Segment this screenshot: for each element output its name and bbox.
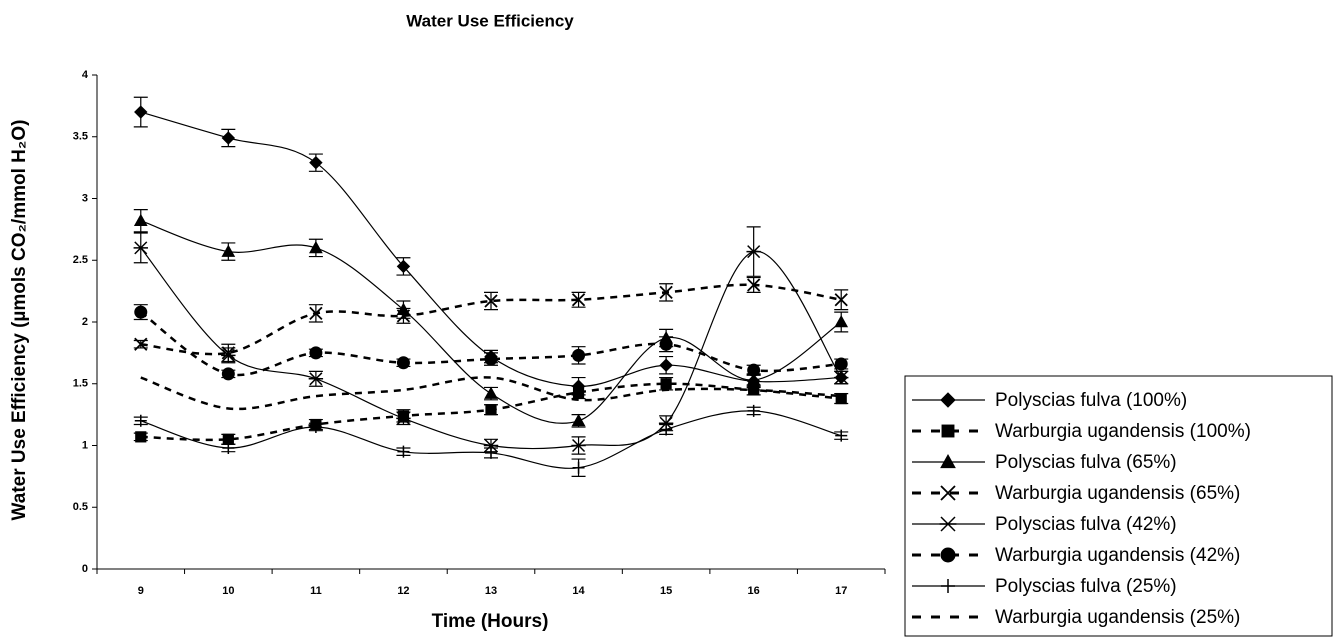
y-tick-label: 1 [82,439,88,451]
marker [658,416,674,430]
legend-label: Warburgia ugandensis (100%) [995,421,1251,442]
marker [134,105,148,119]
marker [835,429,848,442]
legend-label: Polyscias fulva (100%) [995,390,1187,411]
marker [941,424,955,438]
marker [221,244,236,257]
y-tick-label: 2.5 [73,254,88,266]
marker [834,314,849,328]
y-tick-label: 2 [82,316,88,328]
marker [396,259,411,274]
y-tick-label: 0.5 [73,501,88,513]
marker [484,294,498,308]
marker [940,485,956,501]
y-tick-label: 1.5 [73,378,88,390]
x-tick-label: 17 [835,585,847,597]
marker [834,371,849,385]
marker [396,309,411,323]
legend-label: Polyscias fulva (65%) [995,452,1177,473]
marker [308,372,324,386]
marker [659,337,673,351]
x-tick-label: 9 [138,585,144,597]
marker [572,461,585,474]
marker [133,213,148,227]
marker [940,547,956,563]
marker [660,423,673,436]
marker [746,373,761,386]
x-tick-label: 15 [660,585,672,597]
marker [747,278,761,292]
legend-label: Polyscias fulva (42%) [995,514,1177,535]
marker [572,386,585,398]
x-axis-title: Time (Hours) [432,611,549,632]
chart-title: Water Use Efficiency [406,11,574,30]
marker [939,516,957,532]
x-tick-label: 16 [748,585,760,597]
marker [309,306,323,320]
x-tick-label: 10 [222,585,234,597]
series-line [140,111,842,387]
marker [309,346,323,360]
marker [746,245,761,259]
marker [134,414,147,427]
marker [571,438,586,453]
marker [747,404,760,417]
marker [309,155,323,170]
marker [940,453,956,469]
marker [485,446,497,459]
marker [134,305,148,319]
marker [309,420,322,433]
x-tick-label: 14 [572,585,585,597]
marker [396,356,410,370]
legend-label: Polyscias fulva (25%) [995,576,1177,597]
marker [940,392,956,408]
marker [660,378,672,390]
marker [221,348,236,362]
y-axis-title: Water Use Efficiency (µmols CO₂/mmol H₂O… [9,120,30,521]
x-tick-label: 13 [485,585,497,597]
legend-label: Warburgia ugandensis (25%) [995,607,1240,628]
x-tick-label: 11 [310,585,322,597]
marker [659,285,673,299]
marker [133,241,148,255]
marker [571,413,586,427]
marker [834,357,848,371]
y-tick-label: 3.5 [73,131,88,143]
y-tick-label: 3 [82,192,88,204]
marker [484,352,498,366]
series-line [140,247,842,450]
marker [134,337,148,351]
legend-label: Warburgia ugandensis (42%) [995,545,1240,566]
marker [834,293,848,307]
marker [572,348,586,362]
x-tick-label: 12 [397,585,409,597]
marker [222,441,235,454]
marker [135,431,147,443]
marker [941,579,955,593]
legend-label: Warburgia ugandensis (65%) [995,483,1240,504]
y-tick-label: 0 [82,563,88,575]
marker [221,367,235,381]
marker [747,363,761,377]
legend-box [904,375,1333,637]
marker [485,404,497,416]
series-line [140,311,842,377]
marker [309,240,323,254]
series-line [140,376,842,411]
y-tick-label: 4 [82,69,89,81]
marker [397,445,410,458]
marker [396,411,411,425]
marker [484,386,498,399]
marker [571,293,586,307]
marker [221,131,236,145]
marker [483,438,499,453]
marker [835,392,847,405]
marker [659,358,673,372]
